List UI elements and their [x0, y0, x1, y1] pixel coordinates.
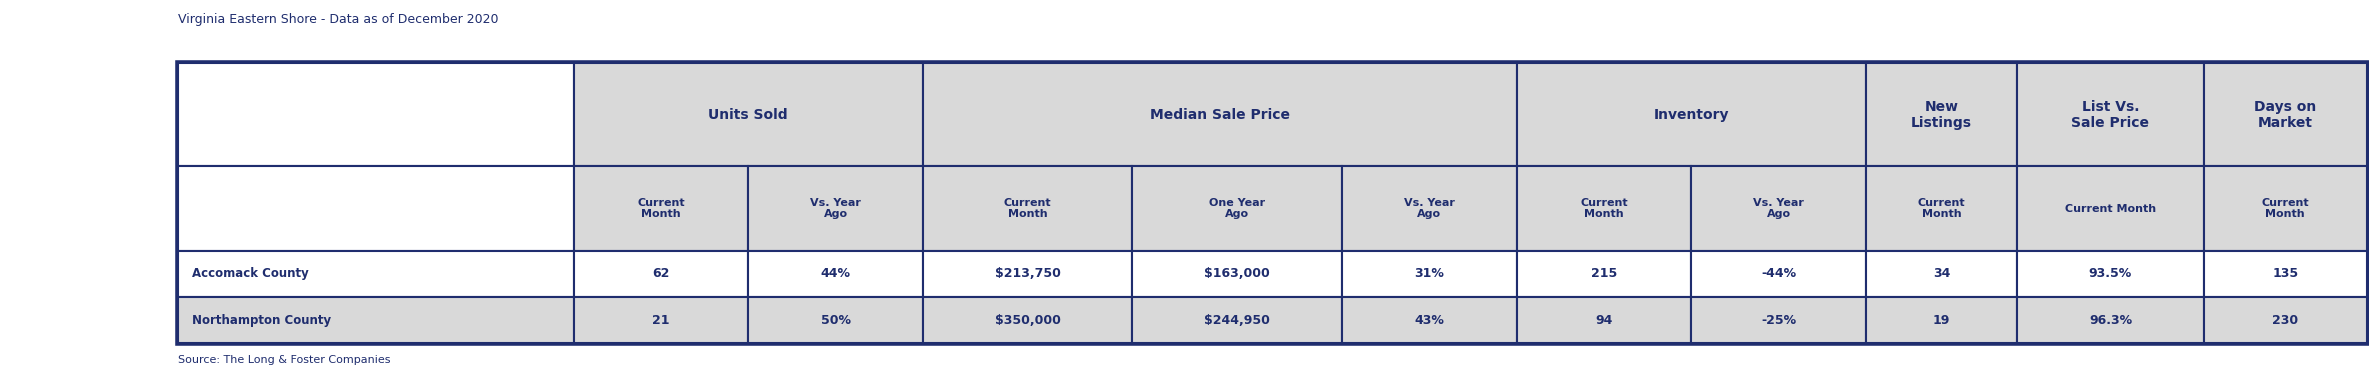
Text: Current
Month: Current Month	[2262, 198, 2310, 219]
Bar	[924, 63, 1516, 166]
Text: Current Month: Current Month	[2066, 204, 2156, 214]
Text: 34: 34	[1933, 267, 1950, 280]
Bar	[1341, 166, 1516, 251]
Bar	[178, 297, 573, 343]
Bar	[1867, 297, 2018, 343]
Text: 19: 19	[1933, 314, 1950, 327]
Bar	[1132, 297, 1341, 343]
Bar	[924, 251, 1132, 297]
Text: $244,950: $244,950	[1203, 314, 1270, 327]
Bar	[573, 297, 749, 343]
Bar	[1516, 63, 1867, 166]
Text: 96.3%: 96.3%	[2089, 314, 2132, 327]
Bar	[1516, 251, 1691, 297]
Text: 93.5%: 93.5%	[2089, 267, 2132, 280]
Text: -25%: -25%	[1760, 314, 1796, 327]
Bar	[573, 166, 749, 251]
Bar	[1132, 251, 1341, 297]
Text: 230: 230	[2272, 314, 2298, 327]
Bar	[573, 63, 924, 166]
Text: 62: 62	[651, 267, 670, 280]
Text: Vs. Year
Ago: Vs. Year Ago	[810, 198, 860, 219]
Bar	[1516, 166, 1691, 251]
Text: List Vs.
Sale Price: List Vs. Sale Price	[2071, 100, 2149, 130]
Text: Current
Month: Current Month	[1919, 198, 1966, 219]
Text: $350,000: $350,000	[995, 314, 1061, 327]
Text: Accomack County: Accomack County	[192, 267, 308, 280]
Bar	[2018, 251, 2203, 297]
Bar	[1341, 297, 1516, 343]
Text: Units Sold: Units Sold	[708, 108, 789, 122]
Text: Current
Month: Current Month	[637, 198, 685, 219]
Bar	[1516, 297, 1691, 343]
Text: -44%: -44%	[1760, 267, 1796, 280]
Bar	[1341, 251, 1516, 297]
Bar	[1691, 297, 1867, 343]
Bar	[178, 251, 573, 297]
Bar	[2203, 63, 2367, 166]
Bar	[2018, 63, 2203, 166]
Text: 94: 94	[1594, 314, 1613, 327]
Bar	[749, 297, 924, 343]
Bar	[2018, 297, 2203, 343]
Text: Current
Month: Current Month	[1004, 198, 1052, 219]
Bar	[1691, 166, 1867, 251]
Text: One Year
Ago: One Year Ago	[1208, 198, 1265, 219]
Text: Current
Month: Current Month	[1580, 198, 1628, 219]
Text: 215: 215	[1592, 267, 1618, 280]
Bar	[924, 297, 1132, 343]
Bar	[1867, 166, 2018, 251]
Text: Inventory: Inventory	[1654, 108, 1729, 122]
Text: Median Sale Price: Median Sale Price	[1149, 108, 1289, 122]
Bar	[1691, 251, 1867, 297]
Bar	[1867, 63, 2018, 166]
Text: Vs. Year
Ago: Vs. Year Ago	[1405, 198, 1455, 219]
Text: $163,000: $163,000	[1203, 267, 1270, 280]
Text: $213,750: $213,750	[995, 267, 1061, 280]
Text: 43%: 43%	[1414, 314, 1445, 327]
Bar	[1132, 166, 1341, 251]
Text: 50%: 50%	[820, 314, 850, 327]
Text: Northampton County: Northampton County	[192, 314, 332, 327]
Bar	[749, 166, 924, 251]
Bar	[2203, 251, 2367, 297]
Text: Vs. Year
Ago: Vs. Year Ago	[1753, 198, 1805, 219]
Bar	[749, 251, 924, 297]
Text: New
Listings: New Listings	[1912, 100, 1971, 130]
Bar	[573, 251, 749, 297]
Text: 31%: 31%	[1414, 267, 1445, 280]
Bar	[178, 63, 2367, 343]
Text: Source: The Long & Foster Companies: Source: The Long & Foster Companies	[178, 355, 391, 365]
Bar	[178, 63, 573, 166]
Bar	[2018, 166, 2203, 251]
Text: 21: 21	[651, 314, 670, 327]
Text: 135: 135	[2272, 267, 2298, 280]
Text: 44%: 44%	[820, 267, 850, 280]
Bar	[1867, 251, 2018, 297]
Bar	[924, 166, 1132, 251]
Text: Virginia Eastern Shore - Data as of December 2020: Virginia Eastern Shore - Data as of Dece…	[178, 13, 497, 26]
Text: Days on
Market: Days on Market	[2253, 100, 2317, 130]
Bar	[2203, 166, 2367, 251]
Bar	[2203, 297, 2367, 343]
Bar	[178, 166, 573, 251]
